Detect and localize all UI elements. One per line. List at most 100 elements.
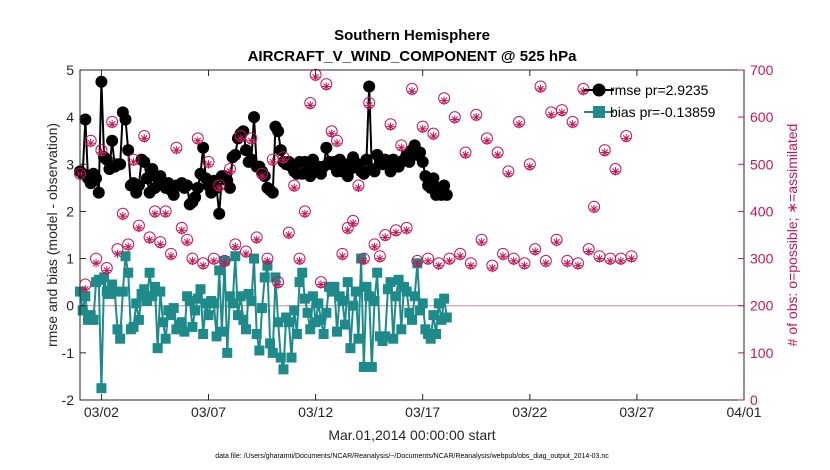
bias-point bbox=[265, 338, 276, 349]
assimilated-obs-point bbox=[568, 120, 577, 129]
bias-point bbox=[291, 329, 302, 339]
rmse-point bbox=[95, 75, 108, 88]
assimilated-obs-point bbox=[611, 167, 620, 176]
bias-point bbox=[222, 347, 233, 358]
bias-point bbox=[372, 267, 383, 278]
assimilated-obs-point bbox=[600, 148, 609, 157]
bias-point bbox=[278, 364, 289, 375]
bias-point bbox=[283, 317, 294, 328]
assimilated-obs-point bbox=[536, 84, 545, 94]
assimilated-obs-point bbox=[584, 247, 593, 256]
rmse-point bbox=[272, 125, 285, 138]
bias-point bbox=[361, 281, 372, 292]
assimilated-obs-point bbox=[477, 237, 486, 247]
bias-point bbox=[93, 274, 104, 285]
assimilated-obs-point bbox=[177, 226, 186, 235]
bias-point bbox=[431, 329, 442, 339]
assimilated-obs-point bbox=[375, 254, 385, 263]
right-axis-ticks: 0 100 200 300 400 500 600 700 bbox=[738, 62, 774, 408]
assimilated-obs-point bbox=[343, 226, 352, 235]
assimilated-obs-point bbox=[311, 72, 320, 82]
assimilated-obs-point bbox=[488, 263, 497, 273]
rmse-point bbox=[368, 165, 381, 178]
assimilated-obs-point bbox=[231, 242, 240, 251]
y-tick-label: 4 bbox=[66, 109, 74, 125]
assimilated-obs-point bbox=[386, 122, 395, 131]
bias-point bbox=[407, 314, 417, 325]
bias-point bbox=[364, 291, 375, 302]
bias-point bbox=[117, 286, 128, 297]
bias-point bbox=[436, 314, 447, 325]
bias-point bbox=[109, 286, 120, 297]
bias-point bbox=[141, 296, 152, 306]
bias-point bbox=[254, 345, 265, 356]
bias-point bbox=[128, 321, 139, 332]
bias-point bbox=[203, 310, 214, 321]
bias-point bbox=[441, 312, 452, 323]
assimilated-obs-point bbox=[627, 254, 636, 263]
bias-point bbox=[345, 343, 356, 354]
right-tick-label: 300 bbox=[750, 251, 774, 267]
bias-point bbox=[224, 291, 235, 302]
bias-point bbox=[415, 305, 426, 316]
assimilated-obs-point bbox=[172, 145, 181, 155]
assimilated-obs-point bbox=[81, 285, 90, 294]
assimilated-obs-point bbox=[354, 183, 363, 193]
assimilated-obs-point bbox=[252, 235, 261, 244]
right-tick-label: 100 bbox=[750, 345, 774, 361]
bias-point bbox=[96, 383, 107, 394]
rmse-point bbox=[266, 186, 279, 199]
assimilated-obs-point bbox=[118, 211, 128, 221]
x-tick-label: 03/07 bbox=[191, 404, 226, 420]
assimilated-obs-point bbox=[520, 261, 529, 270]
assimilated-obs-point bbox=[616, 256, 626, 266]
y-tick-label: 1 bbox=[66, 251, 74, 267]
assimilated-obs-point bbox=[407, 87, 417, 96]
right-tick-label: 500 bbox=[750, 156, 774, 172]
assimilated-obs-point bbox=[359, 256, 369, 266]
bias-point bbox=[337, 296, 348, 306]
bias-point bbox=[198, 329, 209, 339]
assimilated-obs-point bbox=[530, 247, 540, 256]
assimilated-obs-point bbox=[621, 134, 631, 143]
bias-point bbox=[289, 305, 300, 316]
bias-point bbox=[104, 288, 115, 299]
assimilated-obs-point bbox=[316, 280, 326, 289]
bias-point bbox=[152, 343, 163, 354]
assimilated-obs-point bbox=[268, 157, 277, 167]
assimilated-obs-point bbox=[182, 237, 192, 247]
bias-point bbox=[176, 317, 187, 328]
bias-point bbox=[385, 277, 396, 288]
assimilated-obs-point bbox=[247, 136, 256, 145]
bias-point bbox=[302, 307, 313, 318]
chart-title: Southern Hemisphere bbox=[334, 27, 490, 44]
bias-point bbox=[80, 291, 91, 302]
bias-point bbox=[187, 321, 198, 332]
right-tick-label: 0 bbox=[750, 392, 758, 408]
bias-point bbox=[329, 281, 340, 292]
bias-point bbox=[332, 326, 343, 337]
chart-subtitle: AIRCRAFT_V_WIND_COMPONENT @ 525 hPa bbox=[248, 48, 578, 65]
assimilated-obs-point bbox=[161, 209, 170, 218]
assimilated-obs-point bbox=[279, 155, 288, 164]
rmse-point bbox=[90, 172, 103, 185]
assimilated-obs-point bbox=[573, 261, 583, 270]
bias-point bbox=[166, 310, 177, 321]
rmse-point bbox=[427, 172, 440, 185]
bias-point bbox=[230, 251, 241, 262]
y-tick-label: 0 bbox=[66, 298, 74, 314]
assimilated-obs-point bbox=[563, 259, 572, 268]
assimilated-obs-point bbox=[595, 254, 604, 263]
bias-point bbox=[133, 314, 144, 325]
bias-point bbox=[307, 291, 318, 302]
rmse-point bbox=[122, 144, 135, 157]
legend-rmse-marker bbox=[592, 83, 606, 97]
assimilated-obs-point bbox=[215, 183, 224, 193]
bias-point bbox=[147, 291, 158, 302]
bias-point bbox=[99, 272, 110, 283]
assimilated-obs-point bbox=[156, 240, 165, 249]
assimilated-obs-point bbox=[241, 249, 251, 259]
rmse-point bbox=[320, 141, 333, 154]
bias-point bbox=[396, 324, 407, 335]
